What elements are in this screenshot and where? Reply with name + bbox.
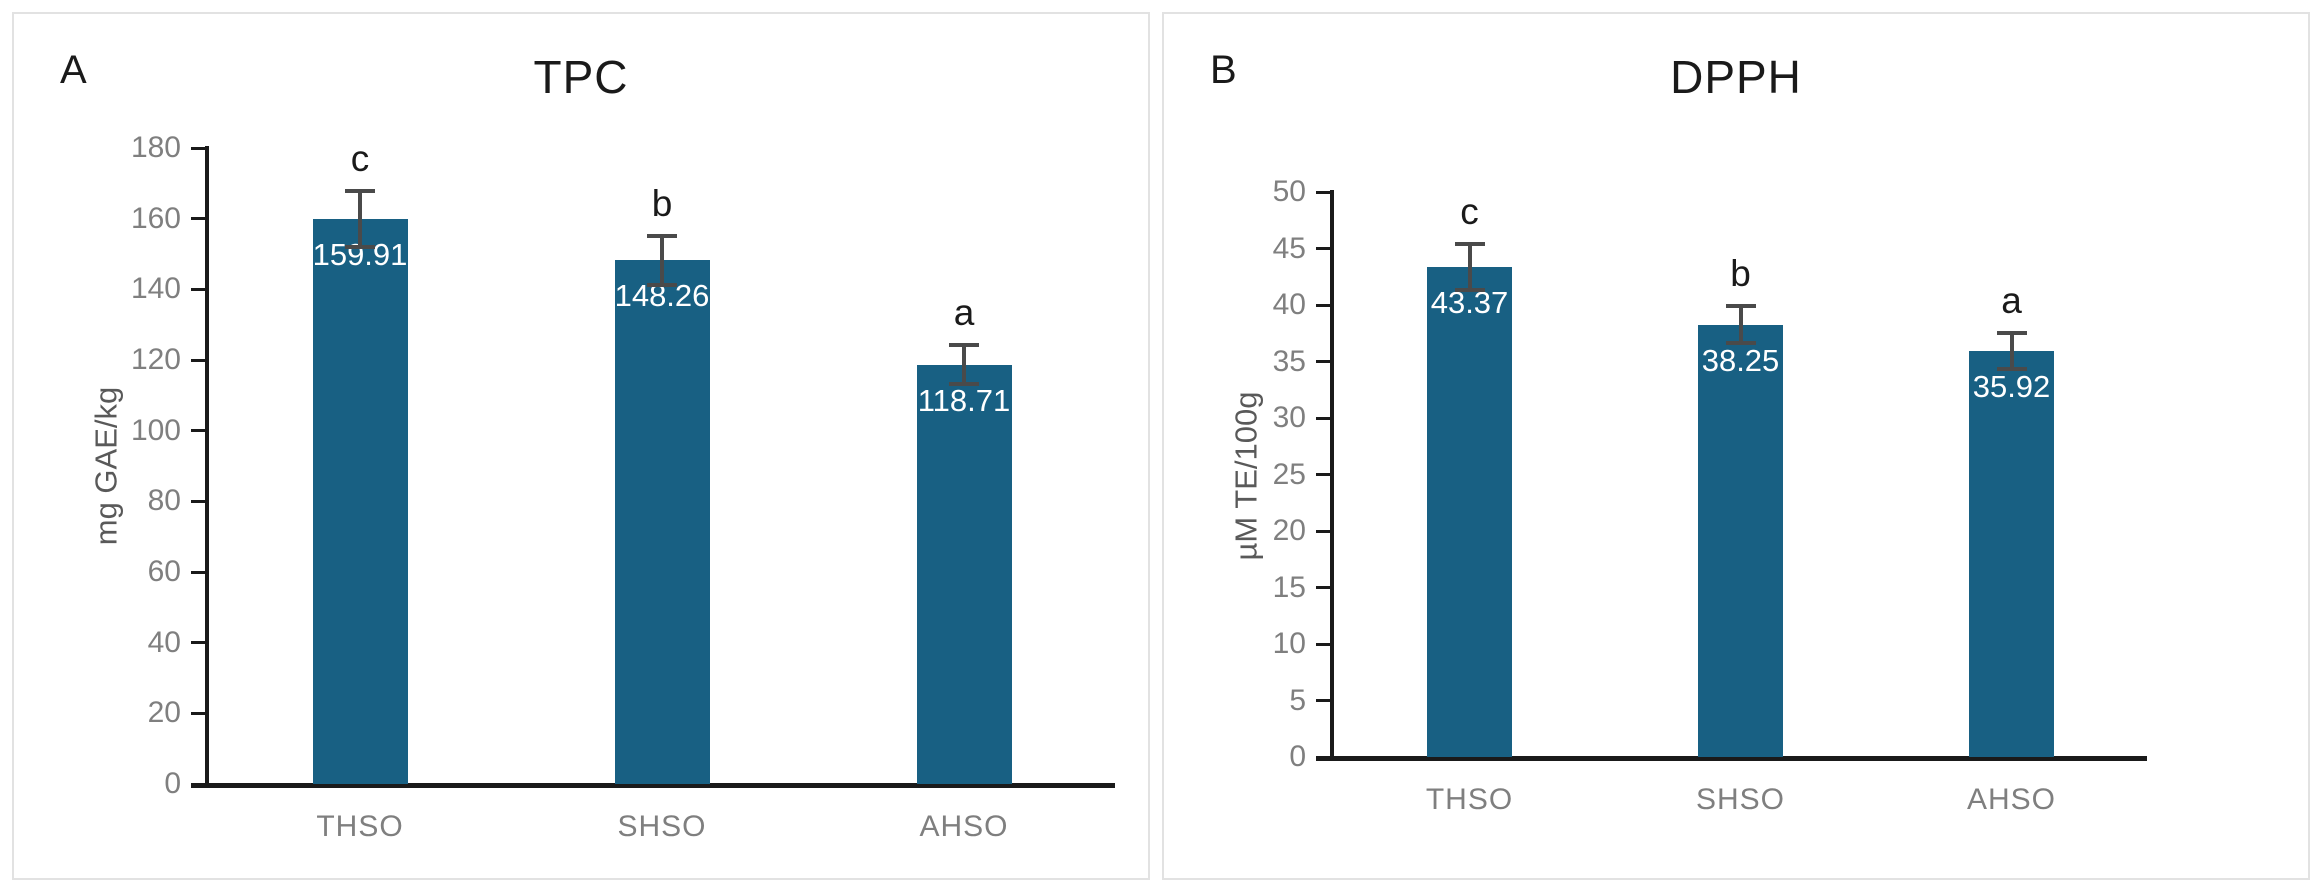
x-axis-line	[1316, 756, 2147, 761]
y-tick-mark	[191, 499, 205, 503]
significance-letter: a	[953, 292, 975, 334]
error-bar	[345, 188, 375, 250]
y-tick-label: 100	[130, 413, 181, 447]
bar: 148.26	[614, 260, 710, 784]
x-tick-label: THSO	[1425, 783, 1514, 816]
y-tick-label: 50	[1272, 175, 1306, 208]
chart-title: TPC	[533, 51, 629, 103]
y-tick-mark	[191, 711, 205, 715]
y-tick-mark	[1316, 529, 1330, 533]
y-tick-label: 35	[1272, 344, 1306, 378]
y-tick-label: 160	[130, 201, 181, 235]
error-bar-line	[358, 192, 362, 246]
y-tick-mark	[1316, 473, 1330, 476]
bar: 43.37	[1427, 266, 1512, 757]
panel-dpph: B DPPH µM TE/100g 0 5 10 15 20 25 30 35 40 45 50 43…	[1162, 12, 2310, 880]
plot-area: 0 5 10 15 20 25 30 35 40 45 50 43.37 c THSO 38.25 b SHSO…	[1273, 177, 2147, 815]
x-tick-label: SHSO	[1695, 783, 1786, 816]
significance-letter: a	[2001, 279, 2022, 321]
y-tick-label: 40	[147, 625, 181, 659]
y-tick-label: 140	[130, 272, 181, 306]
y-tick-mark	[1316, 190, 1330, 194]
bar: 159.91	[312, 219, 408, 784]
x-tick-label: AHSO	[919, 810, 1009, 843]
panel-tpc: A TPC mg GAE/kg 0 20 40 60 80 100 120 140 160 180…	[12, 12, 1150, 880]
y-tick-label: 30	[1272, 401, 1306, 434]
y-tick-mark	[1316, 699, 1330, 702]
y-tick-label: 15	[1272, 570, 1306, 604]
error-bar	[1996, 330, 2027, 372]
y-tick-label: 20	[1272, 514, 1306, 547]
error-bar-line	[962, 347, 966, 382]
bar-value-label: 35.92	[1972, 369, 2051, 405]
chart-title: DPPH	[1670, 51, 1802, 103]
bar-value-label: 38.25	[1701, 342, 1780, 378]
y-tick-label: 0	[1289, 740, 1306, 773]
y-axis-line	[1330, 190, 1334, 761]
y-tick-label: 20	[147, 696, 181, 730]
y-tick-mark	[1316, 416, 1330, 420]
y-tick-label: 5	[1289, 683, 1306, 717]
error-bar-line	[2009, 334, 2014, 368]
significance-letter: b	[651, 182, 673, 224]
bar-value-label: 43.37	[1430, 284, 1509, 320]
error-bar	[1454, 242, 1485, 292]
y-tick-label: 80	[147, 484, 181, 518]
y-axis-title: mg GAE/kg	[88, 386, 124, 546]
error-bar	[647, 233, 677, 287]
y-tick-label: 180	[130, 131, 181, 164]
y-tick-mark	[191, 358, 205, 362]
y-axis-title: µM TE/100g	[1228, 391, 1264, 561]
significance-letter: b	[1730, 253, 1751, 295]
y-tick-mark	[191, 146, 205, 150]
x-tick-label: SHSO	[617, 810, 707, 843]
error-bar	[949, 343, 979, 386]
y-axis-line	[205, 146, 209, 788]
y-tick-mark	[1316, 755, 1330, 759]
error-bar-line	[660, 237, 664, 283]
bar: 35.92	[1969, 351, 2054, 757]
bar: 38.25	[1698, 324, 1783, 757]
panel-label: A	[60, 48, 87, 92]
y-tick-mark	[191, 287, 205, 291]
y-tick-mark	[1316, 586, 1330, 589]
error-bar-line	[1467, 246, 1472, 288]
y-tick-mark	[191, 429, 205, 433]
y-tick-mark	[1316, 360, 1330, 363]
plot-area: 0 20 40 60 80 100 120 140 160 180 159.91 c THSO 148.2…	[131, 133, 1115, 842]
significance-letter: c	[350, 137, 370, 179]
y-tick-mark	[191, 782, 205, 786]
y-tick-mark	[191, 641, 205, 645]
x-tick-label: AHSO	[1966, 783, 2057, 816]
x-axis-line	[191, 783, 1115, 788]
y-tick-mark	[191, 217, 205, 221]
significance-letter: c	[1460, 191, 1479, 233]
bar: 118.71	[916, 364, 1012, 784]
x-tick-label: THSO	[316, 810, 404, 843]
error-bar-line	[1738, 308, 1743, 342]
bar-value-label: 118.71	[917, 382, 1011, 418]
y-tick-label: 0	[164, 767, 181, 800]
y-tick-label: 10	[1272, 627, 1306, 660]
y-tick-label: 60	[147, 555, 181, 588]
y-tick-label: 25	[1272, 457, 1306, 491]
y-tick-mark	[1316, 642, 1330, 646]
y-tick-label: 40	[1272, 288, 1306, 321]
y-tick-label: 120	[130, 343, 181, 376]
error-bar	[1725, 304, 1756, 346]
y-tick-label: 45	[1272, 231, 1306, 265]
y-tick-mark	[191, 570, 205, 574]
y-tick-mark	[1316, 247, 1330, 250]
y-tick-mark	[1316, 303, 1330, 307]
panel-label: B	[1210, 48, 1237, 92]
